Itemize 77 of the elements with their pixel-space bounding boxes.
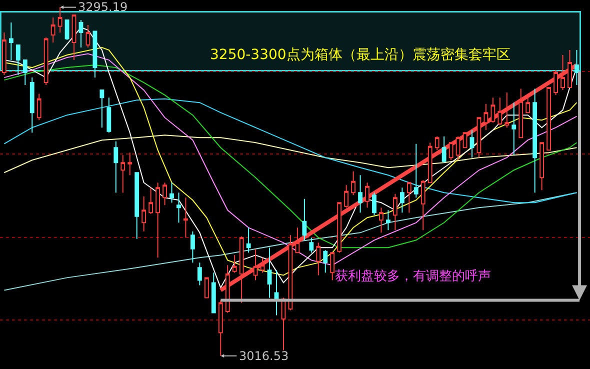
- candlestick: [462, 132, 468, 148]
- candlestick: [386, 210, 390, 231]
- candlestick: [295, 227, 300, 254]
- candlestick: [281, 297, 286, 351]
- candlestick: [246, 227, 251, 254]
- candlestick: [36, 93, 42, 121]
- candlestick: [358, 174, 362, 214]
- candlestick: [532, 88, 538, 194]
- candlestick: [253, 248, 258, 281]
- candlestick: [351, 170, 356, 196]
- candlestick: [337, 202, 342, 254]
- candlestick: [211, 272, 216, 314]
- candlestick: [518, 88, 524, 138]
- annotation: 3295.19: [78, 0, 128, 14]
- candlestick: [128, 152, 132, 176]
- candlestick: [86, 24, 90, 48]
- candlestick: [197, 262, 202, 286]
- annotation: 3016.53: [239, 349, 289, 363]
- candlestick: [365, 182, 370, 208]
- candlestick: [162, 182, 167, 206]
- candlestick: [274, 270, 279, 316]
- candlestick: [526, 97, 530, 114]
- candlestick: [484, 103, 488, 131]
- candlestick: [323, 250, 328, 274]
- candlestick: [372, 192, 376, 216]
- candlestick: [428, 142, 432, 184]
- candlestick: [148, 187, 154, 214]
- candlestick: [184, 197, 188, 238]
- candlestick: [400, 187, 404, 214]
- candlestick: [16, 44, 20, 76]
- candlestick: [470, 130, 474, 158]
- candlestick: [442, 136, 446, 164]
- candlestick: [190, 230, 195, 264]
- candlestick: [512, 102, 516, 156]
- candlestick: [344, 184, 349, 208]
- candlestick: [176, 192, 181, 224]
- candlestick: [406, 182, 412, 214]
- candlestick: [100, 90, 104, 128]
- candlestick: [50, 17, 56, 44]
- annotation: 3250-3300点为箱体（最上沿）震荡密集套牢区: [210, 47, 510, 63]
- candlestick: [456, 136, 460, 161]
- candlestick: [420, 180, 426, 231]
- candlestick: [64, 20, 70, 41]
- candlestick: [218, 300, 223, 356]
- candlestick: [476, 117, 482, 158]
- annotation: 获利盘较多，有调整的呼声: [335, 269, 491, 284]
- candlestick: [8, 22, 14, 61]
- candlestick: [142, 196, 146, 232]
- candlestick: [574, 50, 579, 86]
- candlestick: [232, 254, 237, 274]
- candlestick: [22, 60, 28, 86]
- candlestick: [204, 277, 209, 298]
- candlestick: [540, 142, 544, 191]
- candlestick: [490, 97, 496, 124]
- candlestick: [504, 92, 510, 128]
- candlestick: [316, 242, 321, 276]
- candlestick: [170, 182, 174, 204]
- candlestick: [156, 182, 160, 258]
- candlestick: [106, 97, 112, 134]
- candlestick: [260, 257, 265, 274]
- candlestick: [120, 154, 126, 194]
- candlestick: [330, 252, 335, 281]
- candlestick: [134, 172, 140, 240]
- candlestick: [30, 77, 34, 134]
- candlestick: [302, 198, 307, 241]
- candlestick: [267, 247, 272, 298]
- candlestick: [392, 193, 398, 231]
- candlestick: [379, 207, 384, 234]
- candlestick: [114, 140, 118, 194]
- candlestick: [448, 142, 454, 161]
- candlestick: [434, 136, 440, 151]
- candlestick: [92, 30, 98, 78]
- candlestick: [78, 20, 84, 48]
- candlestick: [546, 87, 552, 151]
- candlestick: [414, 143, 418, 198]
- candlestick: [309, 237, 314, 254]
- candlestick: [498, 97, 502, 126]
